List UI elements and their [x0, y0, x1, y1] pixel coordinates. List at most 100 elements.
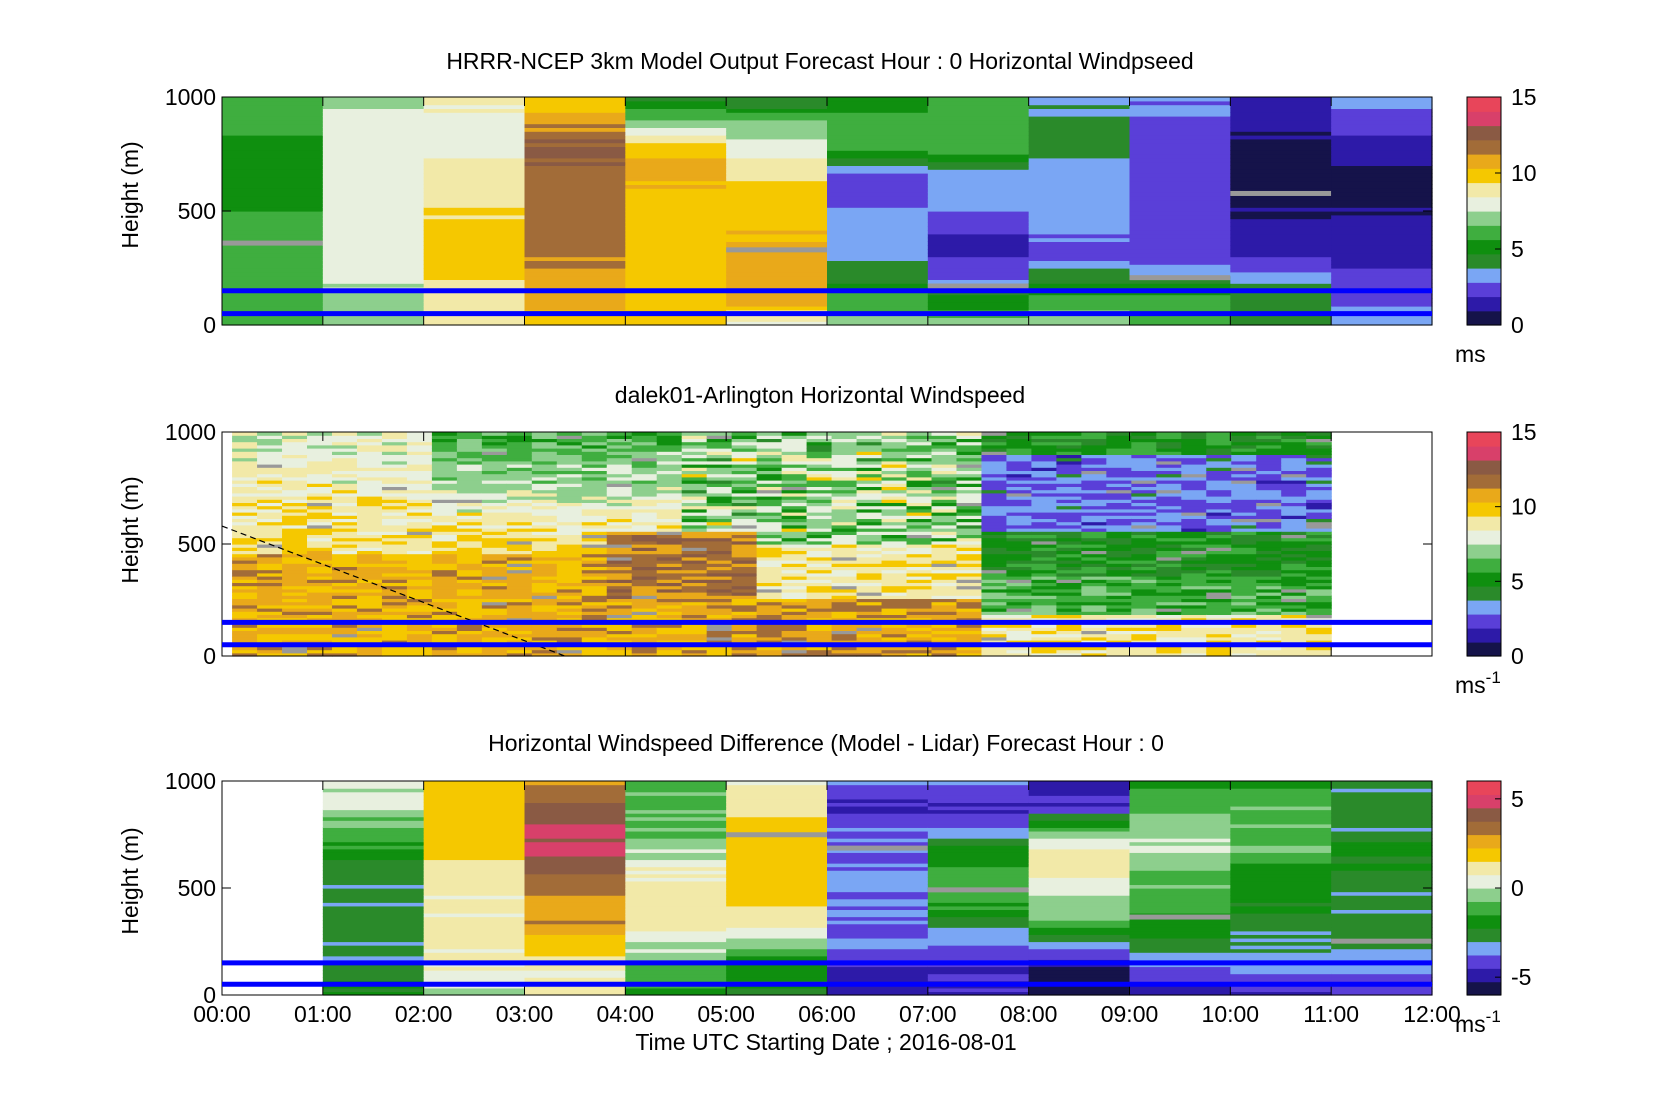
lidar-cell [356, 582, 383, 587]
lidar-cell [381, 608, 408, 612]
model-cell [927, 275, 1030, 280]
lidar-cell [1206, 553, 1232, 558]
model-cell [927, 252, 1030, 258]
difference-cell [927, 838, 1030, 843]
lidar-cell [831, 476, 858, 481]
lidar-cell [431, 486, 458, 491]
lidar-cell [1206, 515, 1232, 519]
lidar-cell [881, 579, 908, 583]
lidar-cell [756, 502, 783, 507]
lidar-cell [431, 508, 458, 513]
difference-cell [1129, 905, 1231, 910]
lidar-cell [1181, 476, 1207, 481]
lidar-cell [1231, 640, 1257, 644]
lidar-cell [956, 544, 983, 548]
lidar-cell [881, 524, 908, 529]
lidar-cell [731, 454, 758, 459]
lidar-cell [506, 588, 533, 593]
lidar-cell [1056, 563, 1082, 567]
lidar-cell [631, 560, 658, 564]
difference-cell [524, 912, 626, 918]
lidar-cell [307, 630, 333, 635]
lidar-cell [1056, 569, 1082, 574]
lidar-cell [1181, 528, 1207, 532]
lidar-cell [731, 531, 758, 535]
lidar-cell [1056, 592, 1082, 596]
model-cell [726, 241, 828, 246]
lidar-cell [332, 454, 358, 459]
lidar-cell [531, 534, 558, 539]
lidar-cell [1231, 556, 1257, 561]
model-cell [1028, 104, 1131, 109]
lidar-cell [731, 608, 758, 612]
difference-cell [1331, 916, 1433, 921]
lidar-cell [631, 611, 658, 615]
lidar-cell [1131, 537, 1157, 542]
difference-cell [1230, 873, 1332, 878]
lidar-cell [906, 566, 933, 571]
model-cell [1230, 203, 1332, 208]
model-cell [1028, 161, 1131, 166]
lidar-cell [656, 624, 683, 628]
lidar-cell [481, 515, 508, 519]
model-cell [1230, 252, 1332, 258]
lidar-cell [1256, 604, 1282, 609]
lidar-cell [332, 544, 358, 548]
lidar-cell [1056, 492, 1082, 497]
lidar-cell [706, 544, 733, 548]
difference-cell [524, 898, 626, 903]
lidar-cell [781, 524, 808, 529]
lidar-cell [656, 585, 683, 590]
model-cell [726, 97, 828, 102]
lidar-cell [1006, 572, 1033, 577]
lidar-cell [881, 630, 908, 635]
lidar-cell [756, 512, 783, 516]
lidar-cell [1181, 595, 1207, 599]
model-cell [423, 157, 526, 163]
lidar-cell [1156, 512, 1182, 516]
model-cell [1331, 260, 1433, 265]
lidar-cell [981, 521, 1008, 526]
model-cell [423, 275, 526, 280]
lidar-cell [282, 438, 308, 443]
lidar-cell [1106, 515, 1132, 519]
lidar-cell [806, 640, 833, 644]
lidar-cell [356, 560, 383, 564]
lidar-cell [1006, 611, 1033, 615]
lidar-cell [356, 492, 383, 497]
difference-cell [1230, 845, 1332, 850]
model-cell [726, 108, 828, 113]
lidar-cell [481, 476, 508, 481]
lidar-cell [581, 448, 608, 452]
model-cell [625, 138, 727, 144]
lidar-cell [257, 473, 283, 478]
lidar-cell [1306, 531, 1332, 535]
difference-cell [827, 795, 929, 800]
lidar-cell [906, 582, 933, 587]
lidar-colorbar-swatch [1467, 614, 1501, 629]
lidar-cell [1081, 512, 1107, 516]
lidar-cell [531, 640, 558, 644]
lidar-cell [307, 563, 333, 567]
difference-cell [625, 934, 727, 939]
difference-cell [1129, 895, 1231, 900]
lidar-cell [706, 499, 733, 503]
lidar-cell [1281, 528, 1307, 532]
lidar-cell [881, 614, 908, 619]
difference-cell [322, 870, 425, 875]
lidar-cell [681, 595, 708, 599]
lidar-cell [406, 438, 433, 443]
lidar-cell [806, 582, 833, 587]
lidar-cell [356, 518, 383, 523]
lidar-cell [1131, 451, 1157, 455]
lidar-cell [656, 518, 683, 523]
lidar-cell [1231, 470, 1257, 475]
lidar-cell [1156, 505, 1182, 510]
lidar-cell [356, 505, 383, 510]
lidar-cell [631, 624, 658, 628]
lidar-cell [456, 624, 483, 628]
lidar-cell [656, 649, 683, 654]
lidar-cell [656, 579, 683, 583]
difference-cell [322, 934, 425, 939]
lidar-cell [1306, 633, 1332, 638]
